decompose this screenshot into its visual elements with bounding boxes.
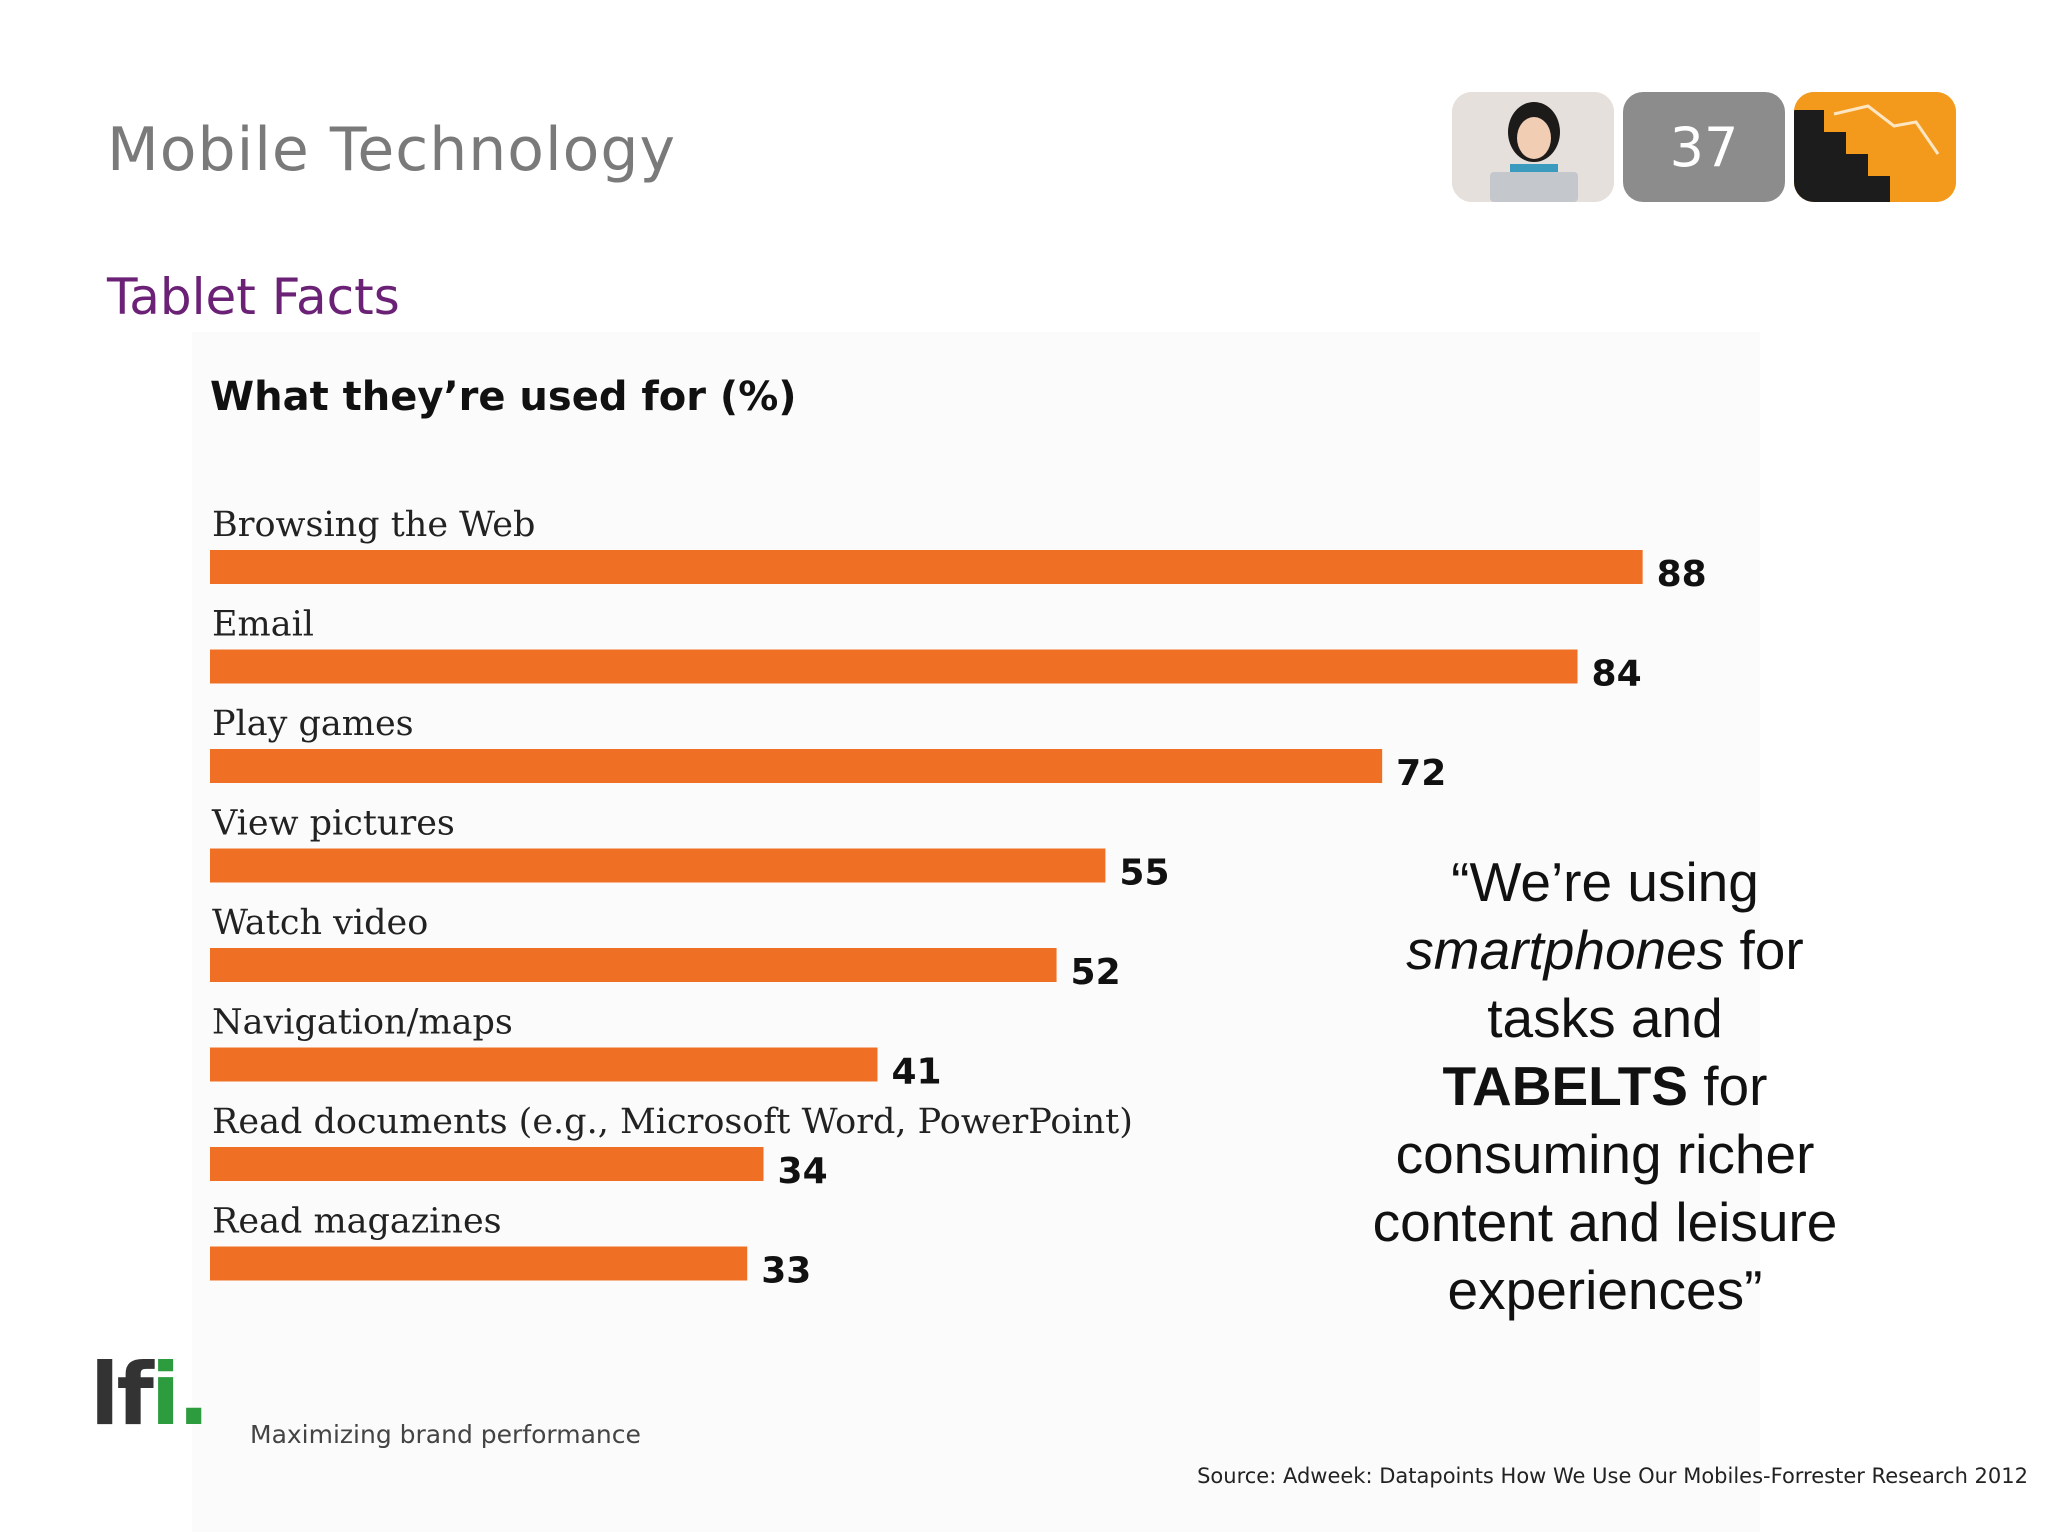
category-label: View pictures bbox=[211, 804, 455, 844]
logo-tagline: Maximizing brand performance bbox=[250, 1420, 641, 1449]
logo-mark: lf bbox=[90, 1345, 154, 1445]
quote-callout: “We’re using smartphones for tasks and T… bbox=[1360, 848, 1850, 1324]
category-label: Email bbox=[212, 605, 314, 645]
value-label: 52 bbox=[1071, 952, 1121, 993]
value-label: 34 bbox=[778, 1151, 828, 1192]
category-label: Browsing the Web bbox=[212, 505, 535, 545]
section-subtitle: Tablet Facts bbox=[107, 268, 400, 326]
category-label: Play games bbox=[212, 704, 414, 744]
bar bbox=[210, 948, 1057, 982]
quote-italic: smartphones bbox=[1406, 919, 1725, 981]
bar bbox=[210, 1147, 764, 1181]
bar bbox=[210, 550, 1643, 584]
quote-bold: TABELTS bbox=[1442, 1055, 1688, 1117]
bar bbox=[210, 1047, 878, 1082]
bar bbox=[210, 749, 1383, 783]
category-label: Watch video bbox=[212, 903, 428, 943]
bar bbox=[210, 1246, 748, 1281]
lfi-logo: lfi. bbox=[90, 1352, 210, 1438]
category-label: Read documents (e.g., Microsoft Word, Po… bbox=[212, 1102, 1133, 1142]
quote-mid: for tasks and bbox=[1487, 919, 1804, 1049]
stairs-graph-thumbnail bbox=[1794, 92, 1956, 202]
slide-title: Mobile Technology bbox=[107, 115, 676, 185]
value-label: 88 bbox=[1657, 554, 1707, 595]
stairs-chart-icon bbox=[1794, 92, 1956, 202]
logo-mark-accent: i. bbox=[150, 1345, 210, 1445]
value-label: 72 bbox=[1396, 753, 1446, 794]
value-label: 55 bbox=[1119, 853, 1169, 894]
chart-panel bbox=[192, 332, 1760, 1532]
chart-title: What they’re used for (%) bbox=[210, 374, 797, 420]
quote-end: for consuming richer content and leisure… bbox=[1372, 1055, 1838, 1321]
bar bbox=[210, 848, 1106, 883]
value-label: 41 bbox=[891, 1052, 941, 1093]
value-label: 33 bbox=[761, 1251, 811, 1292]
source-note: Source: Adweek: Datapoints How We Use Ou… bbox=[1197, 1464, 2028, 1488]
woman-laptop-photo-thumbnail bbox=[1452, 92, 1614, 202]
quote-open: “We’re using bbox=[1451, 851, 1759, 913]
bar bbox=[210, 649, 1578, 684]
woman-laptop-icon bbox=[1452, 92, 1614, 202]
category-label: Navigation/maps bbox=[212, 1003, 513, 1043]
page-number-badge: 37 bbox=[1623, 92, 1785, 202]
category-label: Read magazines bbox=[212, 1202, 502, 1242]
value-label: 84 bbox=[1592, 654, 1642, 695]
